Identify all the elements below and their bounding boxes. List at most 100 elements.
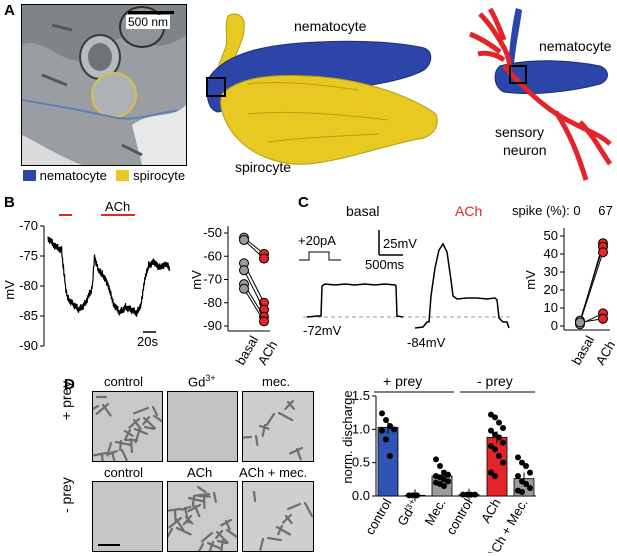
col-label-control-1: control [104, 374, 143, 389]
data-point [492, 473, 498, 479]
col-label-gd: Gd3+ [188, 373, 216, 389]
y-tick-label: -90 [19, 338, 38, 353]
y-tick-label: -75 [19, 248, 38, 263]
group-label-plus-prey: + prey [383, 373, 422, 389]
nematocyst-capsule [116, 442, 131, 445]
data-point [500, 460, 506, 466]
data-point [383, 436, 389, 442]
data-point [496, 434, 502, 440]
y-tick-label: -85 [19, 308, 38, 323]
nematocyst-capsule [198, 544, 203, 551]
y-unit-b: mV [2, 280, 17, 300]
y-tick-label: 40 [544, 246, 558, 261]
x-label: control [443, 496, 476, 537]
col-label-ach-mec: ACh + mec. [239, 465, 307, 480]
data-point [527, 470, 533, 476]
y-tick-label: -90 [203, 318, 222, 333]
y-unit-b2: mV [189, 270, 204, 290]
nematocyst-capsule [227, 530, 236, 536]
label-sensory: sensory [495, 124, 544, 140]
scale-bar-line [128, 11, 174, 14]
em-texture [22, 5, 186, 165]
y-ticks-d: 1.51.00.50.0 [352, 388, 376, 503]
data-point [523, 463, 529, 469]
data-point [515, 473, 521, 479]
nematocyst-capsule [94, 453, 107, 455]
vrest-ach: -84mV [407, 335, 446, 350]
y-tick-label: -50 [203, 225, 222, 240]
data-point [379, 410, 385, 416]
micrograph-scale-bar [98, 544, 120, 546]
y-tick-label: 1.5 [352, 388, 370, 403]
nematocyst-capsule [109, 451, 117, 454]
x-label: ACh [478, 496, 504, 525]
legend-label-spirocyte: spirocyte [133, 168, 185, 183]
data-point [500, 440, 506, 446]
nematocyst-capsule [254, 492, 255, 501]
micrograph-ach-mec-noprey [242, 481, 314, 552]
label-spirocyte-3d: spirocyte [235, 159, 291, 175]
pair-line [580, 247, 603, 321]
vrest-basal: -72mV [303, 323, 342, 338]
legend-swatch-spirocyte [116, 170, 129, 181]
data-point [515, 454, 521, 460]
scale-bar-label: 500 nm [126, 15, 170, 29]
legend-swatch-nematocyte [23, 170, 36, 181]
data-point [519, 489, 525, 495]
nematocyst-capsule [279, 413, 292, 420]
data-point [500, 425, 506, 431]
row-label-plus-prey: + prey [58, 360, 74, 420]
basal-point [240, 235, 249, 244]
x-label: Mec. [422, 496, 449, 528]
nematocyst-capsule [153, 407, 157, 415]
y-ticks-b2: -50-60-70-80-90 [203, 225, 228, 333]
y-tick-label: 20 [544, 282, 558, 297]
panel-b-trace: ACh -70-75-80-85-90 mV 20s [0, 200, 175, 360]
nematocyst-capsule [168, 509, 180, 511]
trace-ach [415, 244, 509, 328]
nematocyst-capsule [243, 437, 251, 438]
data-point [383, 417, 389, 423]
data-point [433, 456, 439, 462]
data-point [414, 492, 420, 498]
micrograph-ach-noprey [167, 481, 238, 552]
em-micrograph: 500 nm [21, 4, 187, 166]
panel-d-chart: + prey - prey norm. discharge 1.51.00.50… [330, 372, 617, 553]
legend-label-nematocyte: nematocyte [40, 168, 107, 183]
data-point [391, 426, 397, 432]
col-label-control-2: control [104, 465, 143, 480]
nematocyst-capsule [256, 436, 257, 445]
nematocyst-capsule [168, 529, 172, 540]
nematocyst-capsule [267, 414, 274, 425]
basal-label-c: basal [346, 203, 379, 219]
data-point [472, 492, 478, 498]
spike-label: spike (%): 0 [512, 203, 581, 218]
micrograph-control-prey [92, 391, 163, 462]
y-tick-label: -80 [203, 295, 222, 310]
panel-label-a: A [4, 2, 15, 19]
group-label-minus-prey: - prey [477, 373, 513, 389]
spike-ach-value: 67 [598, 203, 612, 218]
label-neuron: neuron [503, 142, 547, 158]
y-tick-label: 0 [551, 318, 558, 333]
nematocyst-capsule [134, 408, 148, 413]
y-tick-label: 1.0 [352, 421, 370, 436]
nematocyst-capsule [102, 454, 103, 461]
nematocyst-capsule [208, 543, 220, 548]
data-point [437, 463, 443, 469]
reconstruction-nematocyte-spirocyte: nematocyte spirocyte [188, 4, 448, 189]
data-point [445, 478, 451, 484]
data-point [387, 453, 393, 459]
paired-points-b [240, 233, 269, 326]
micrograph-gd-prey [167, 391, 238, 462]
y-tick-label: 0.0 [352, 488, 370, 503]
micrograph-mec-prey [242, 391, 314, 462]
nematocyst-capsule [120, 441, 121, 450]
data-point [496, 453, 502, 459]
reconstruction-nematocyte-neuron: nematocyte sensory neuron [460, 4, 617, 189]
nematocyst-capsule [122, 450, 127, 460]
stim-step [299, 252, 341, 260]
nematocyst-capsule [202, 533, 212, 541]
